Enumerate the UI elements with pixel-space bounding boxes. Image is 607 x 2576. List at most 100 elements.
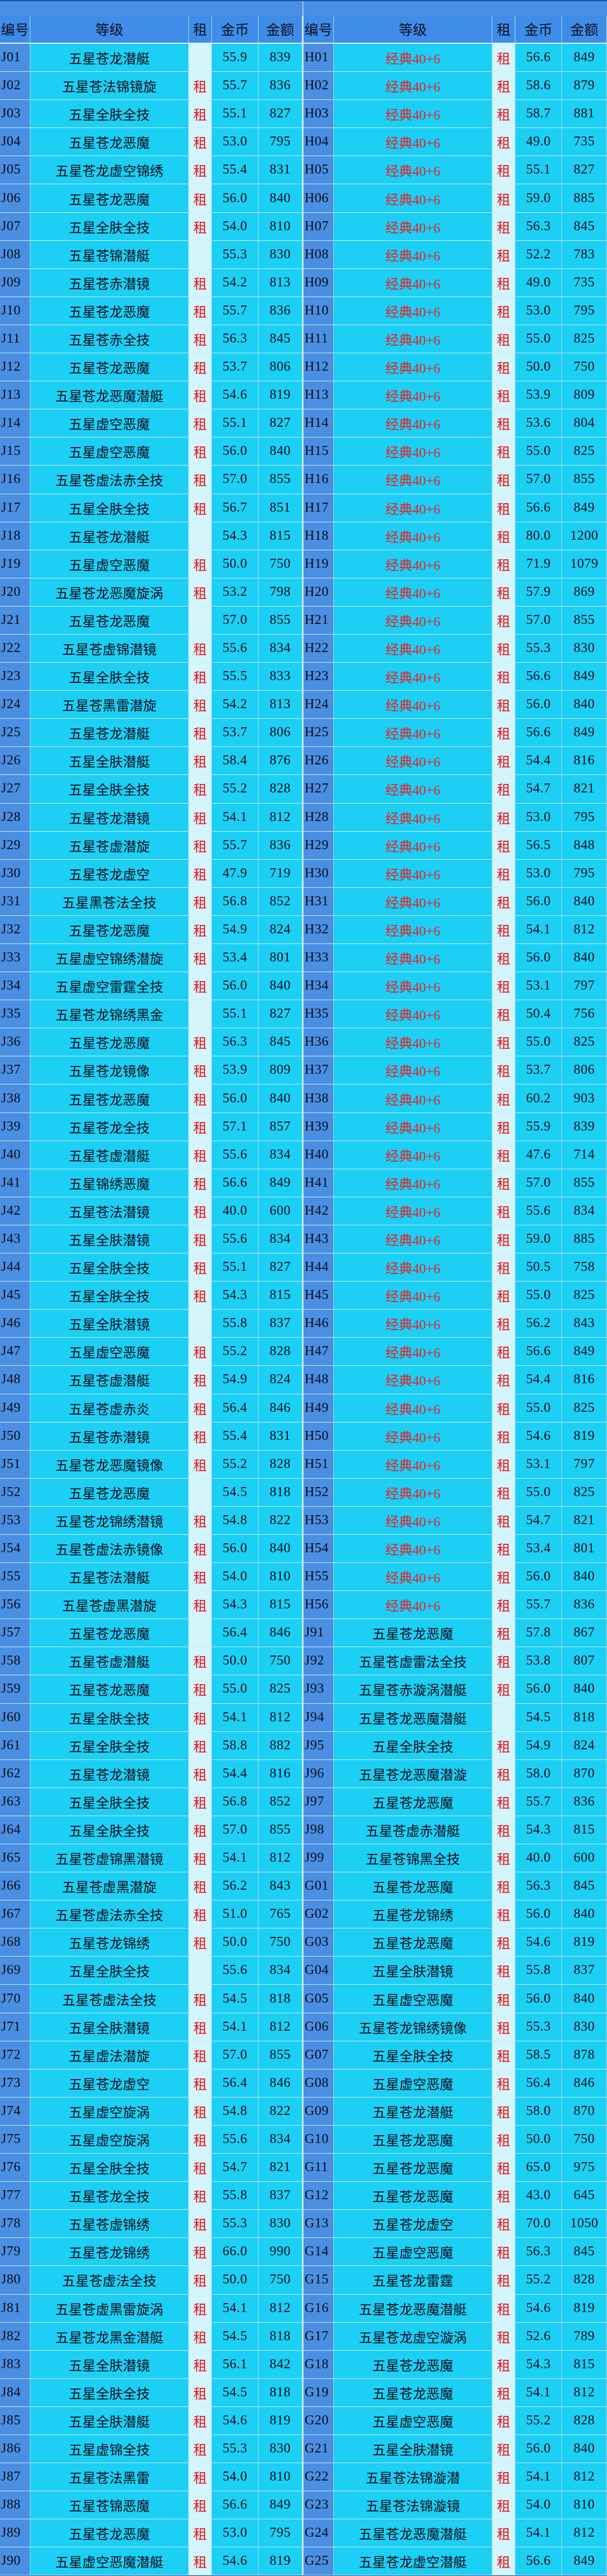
row-id: H36 [304, 1028, 334, 1057]
row-amount: 869 [562, 578, 607, 607]
row-rent-mark: 租 [492, 1900, 515, 1929]
row-amount: 839 [562, 1113, 607, 1141]
row-grade: 五星苍龙虚空漩涡 [334, 2322, 492, 2351]
row-id: J48 [0, 1366, 30, 1394]
row-id: H04 [304, 128, 334, 157]
column-divider [302, 663, 304, 691]
column-divider [302, 831, 304, 860]
row-amount: 828 [259, 1338, 302, 1366]
row-grade: 五星苍龙恶魔 [334, 2154, 492, 2182]
table-row: J45 五星全肤全技租 54.3 815 H45 经典40+6 租 55.0 825 [0, 1282, 607, 1310]
row-id: H19 [304, 550, 334, 578]
table-row: J38 五星苍龙恶魔租 56.0 840 H38 经典40+6 租 60.2 903 [0, 1084, 607, 1113]
row-coin: 56.4 [212, 1619, 259, 1648]
row-coin: 53.0 [515, 297, 562, 325]
row-grade: 五星虚锦全技 [30, 2434, 189, 2464]
row-coin: 56.3 [515, 1872, 562, 1901]
column-divider [302, 2125, 304, 2154]
table-row: J02 五星苍法锦镜旋租 55.7 836 H02 经典40+6 租 58.6 879 [0, 72, 607, 101]
row-coin: 54.3 [212, 522, 259, 550]
table-row: J63 五星全肤全技租 56.8 852 J97 五星苍龙恶魔租 55.7 836 [0, 1788, 607, 1816]
table-row: J57 五星苍龙恶魔 56.4 846 J91 五星苍龙恶魔租 57.8 867 [0, 1619, 607, 1648]
row-rent-mark: 租 [492, 1647, 515, 1676]
row-rent-mark: 租 [492, 747, 515, 776]
row-rent-mark: 租 [189, 2434, 212, 2464]
row-rent-mark: 租 [492, 972, 515, 1001]
row-coin: 55.3 [212, 240, 259, 269]
row-amount: 834 [259, 1141, 302, 1169]
row-coin: 56.0 [515, 691, 562, 719]
row-amount: 828 [259, 775, 302, 804]
row-coin: 54.1 [212, 2013, 259, 2041]
row-amount: 836 [259, 831, 302, 860]
table-row: J01 五星苍龙潜艇 55.9 839 H01 经典40+6 租 56.6 849 [0, 44, 607, 72]
row-amount: 825 [562, 1028, 607, 1057]
column-divider [302, 2378, 304, 2407]
row-rent-mark: 租 [189, 2322, 212, 2351]
row-coin: 56.0 [515, 887, 562, 916]
row-rent-mark: 租 [189, 437, 212, 466]
row-coin: 54.6 [515, 1928, 562, 1957]
row-coin: 54.7 [515, 775, 562, 804]
row-rent-mark: 租 [492, 2210, 515, 2238]
column-divider [302, 1928, 304, 1957]
row-id: J11 [0, 325, 30, 354]
table-row: J34 五星虚空雷霆全技租 56.0 840 H34 经典40+6 租 53.1 797 [0, 972, 607, 1001]
row-amount: 839 [259, 44, 302, 72]
table-row: J28 五星苍龙潜镜租 54.1 812 H28 经典40+6 租 53.0 795 [0, 803, 607, 832]
row-rent-mark: 租 [492, 1563, 515, 1592]
row-rent-mark: 租 [189, 2294, 212, 2323]
row-rent-mark: 租 [492, 1619, 515, 1648]
row-amount: 903 [562, 1084, 607, 1113]
row-amount: 867 [562, 1619, 607, 1648]
row-grade: 经典40+6 [334, 1282, 492, 1310]
row-id: G15 [304, 2266, 334, 2295]
row-grade: 五星苍龙锦绣潜镜 [30, 1506, 189, 1535]
row-id: J44 [0, 1253, 30, 1282]
row-rent-mark: 租 [492, 2491, 515, 2520]
row-coin: 54.6 [212, 2406, 259, 2435]
row-amount: 795 [562, 859, 607, 888]
row-rent-mark: 租 [189, 634, 212, 663]
row-grade: 经典40+6 [334, 100, 492, 129]
row-rent-mark: 租 [492, 2266, 515, 2295]
row-amount: 812 [259, 803, 302, 832]
row-coin: 65.0 [515, 2154, 562, 2182]
row-coin: 56.2 [212, 1872, 259, 1901]
row-coin: 50.0 [212, 1647, 259, 1676]
table-row: J73 五星苍龙虚空租 56.4 846 G08 五星虚空恶魔租 56.4 846 [0, 2069, 607, 2098]
row-rent-mark: 租 [189, 803, 212, 832]
row-rent-mark: 租 [492, 1394, 515, 1423]
table-row: J04 五星苍龙恶魔租 53.0 795 H04 经典40+6 租 49.0 735 [0, 128, 607, 157]
row-id: H49 [304, 1394, 334, 1423]
row-id: G18 [304, 2350, 334, 2379]
row-grade: 五星苍龙虚空潜艇 [334, 2547, 492, 2576]
row-id: H45 [304, 1282, 334, 1310]
row-id: J65 [0, 1844, 30, 1873]
row-id: G13 [304, 2210, 334, 2238]
row-id: H50 [304, 1422, 334, 1451]
table-row: J40 五星苍虚潜艇租 55.6 834 H40 经典40+6 租 47.6 714 [0, 1141, 607, 1169]
row-id: H37 [304, 1056, 334, 1085]
row-coin: 50.0 [212, 550, 259, 578]
row-rent-mark: 租 [189, 1928, 212, 1957]
row-grade: 五星苍法潜镜 [30, 1197, 189, 1225]
row-amount: 750 [562, 2125, 607, 2154]
row-grade: 五星苍黑雷潜旋 [30, 691, 189, 719]
table-row: J62 五星苍龙潜镜租 54.4 816 J96 五星苍龙恶魔潜漩租 58.0 870 [0, 1759, 607, 1788]
row-amount: 795 [562, 803, 607, 832]
row-id: H01 [304, 44, 334, 72]
row-id: J56 [0, 1591, 30, 1620]
row-grade: 五星苍龙恶魔潜艇 [334, 2294, 492, 2323]
row-grade: 五星锦绣恶魔 [30, 1169, 189, 1197]
row-amount: 870 [562, 1759, 607, 1788]
row-amount: 822 [259, 2097, 302, 2126]
row-rent-mark: 租 [492, 2097, 515, 2126]
row-grade: 经典40+6 [334, 1478, 492, 1507]
row-id: H40 [304, 1141, 334, 1169]
row-id: H10 [304, 297, 334, 325]
row-rent-mark: 租 [492, 212, 515, 241]
row-grade: 五星全肤全技 [30, 1731, 189, 1760]
table-row: J71 五星全肤潜镜租 54.1 812 G06 五星苍龙锦绣镜像租 55.3 830 [0, 2013, 607, 2041]
row-amount: 855 [259, 2041, 302, 2069]
